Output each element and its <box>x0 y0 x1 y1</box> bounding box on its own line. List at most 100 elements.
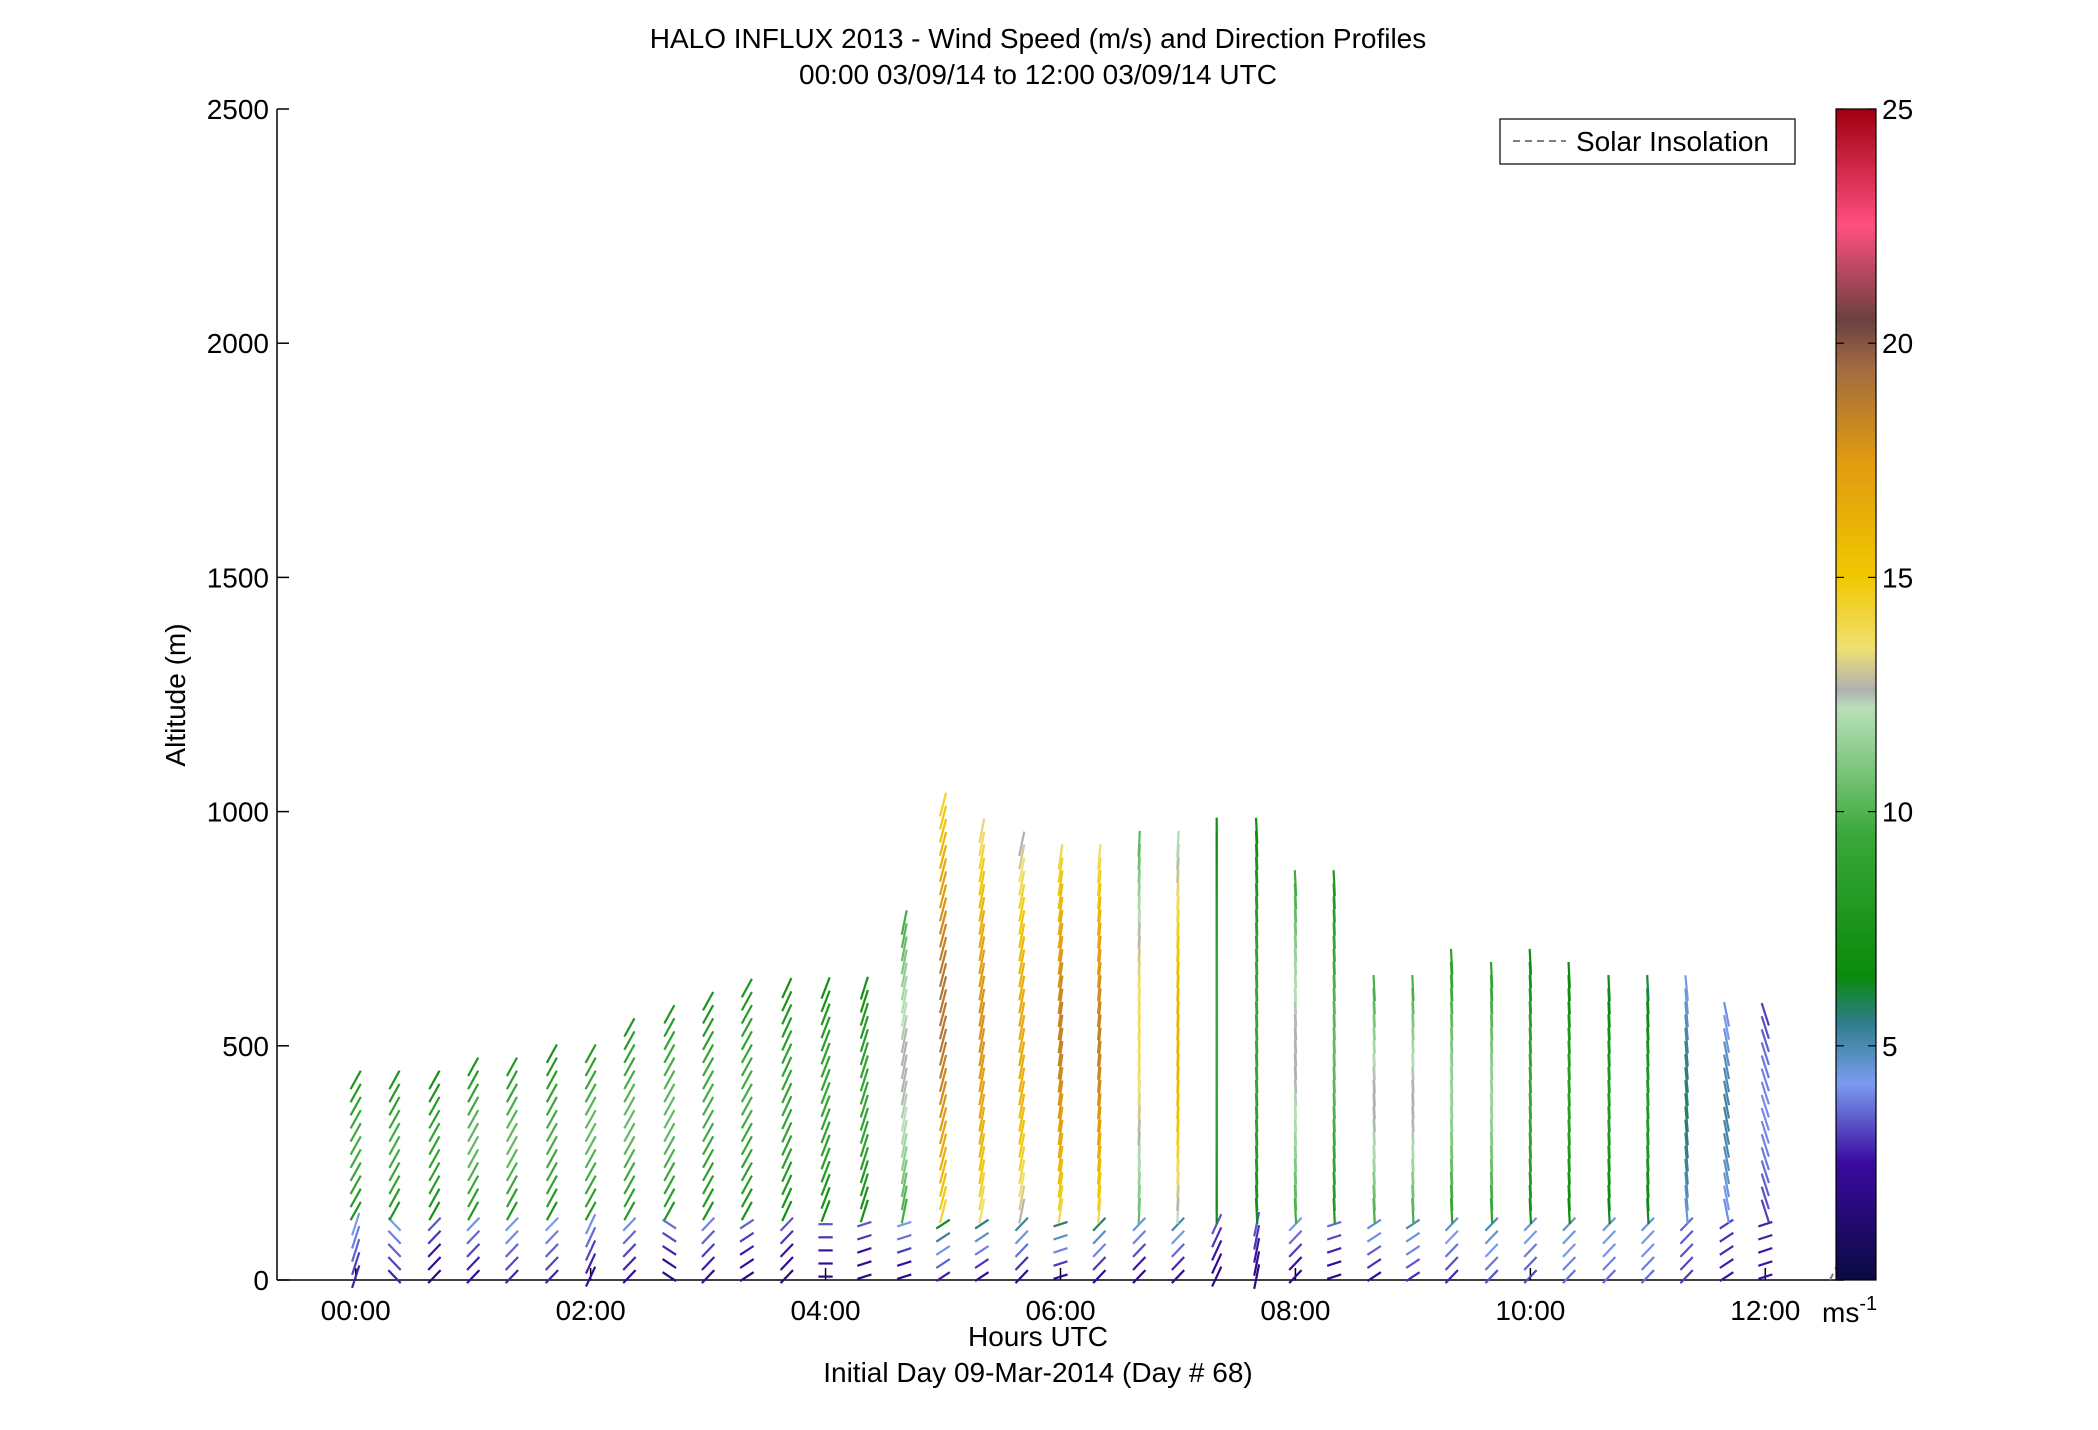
wind-barb <box>1366 1245 1382 1256</box>
y-tick-label: 1500 <box>207 562 269 593</box>
wind-barb <box>781 1095 793 1117</box>
y-tick-label: 0 <box>253 1265 269 1296</box>
wind-barb <box>938 1172 948 1197</box>
wind-barb <box>702 1004 715 1025</box>
wind-barb <box>1014 1216 1029 1232</box>
wind-barb <box>1684 1132 1689 1159</box>
wind-barb <box>467 1175 480 1195</box>
wind-barb <box>859 1081 869 1105</box>
wind-barb <box>663 1083 676 1103</box>
colorbar-unit-exponent: -1 <box>1859 1293 1877 1315</box>
wind-barb <box>505 1083 518 1103</box>
wind-barb <box>1018 1093 1026 1119</box>
wind-barb <box>820 1095 831 1118</box>
wind-barb <box>1723 1198 1731 1224</box>
wind-barb <box>820 1003 831 1026</box>
wind-barb <box>1684 1171 1689 1198</box>
wind-barb <box>1723 1067 1731 1093</box>
wind-barb <box>1014 1243 1029 1258</box>
wind-barb <box>584 1043 597 1064</box>
wind-barb <box>859 1094 869 1118</box>
wind-barb <box>900 1133 908 1158</box>
wind-barb <box>428 1070 441 1090</box>
wind-barb <box>387 1230 402 1245</box>
wind-barb <box>545 1161 558 1182</box>
wind-barb <box>740 1083 753 1103</box>
wind-barb <box>938 805 948 830</box>
wind-barb <box>1057 1014 1064 1041</box>
wind-barb <box>978 857 986 883</box>
wind-barb <box>859 1133 869 1158</box>
wind-barb <box>1096 1053 1102 1080</box>
wind-barb <box>740 1057 753 1077</box>
wind-barb <box>781 1030 793 1051</box>
wind-barb <box>1211 1266 1223 1288</box>
wind-barb <box>388 1135 401 1156</box>
wind-barb <box>428 1161 441 1182</box>
wind-barb <box>661 1258 677 1269</box>
wind-barb <box>585 1226 597 1248</box>
wind-barb <box>938 1067 948 1092</box>
wind-barb <box>1602 1216 1617 1232</box>
wind-barb <box>1684 1184 1689 1211</box>
wind-barb <box>584 1057 597 1077</box>
wind-barb <box>623 1161 636 1182</box>
wind-barb <box>505 1175 518 1195</box>
wind-barb <box>978 844 986 870</box>
wind-barb <box>467 1070 480 1090</box>
wind-barb <box>781 1187 793 1209</box>
wind-barb <box>1096 1080 1102 1106</box>
wind-barb <box>859 1068 869 1092</box>
wind-barb <box>1719 1271 1734 1283</box>
wind-barb <box>623 1070 636 1090</box>
wind-barb <box>938 1120 948 1145</box>
wind-barb <box>661 1245 677 1256</box>
wind-barb <box>938 923 948 948</box>
wind-barb <box>702 1030 715 1051</box>
wind-barb <box>856 1220 872 1228</box>
wind-barb <box>545 1188 558 1208</box>
wind-barb <box>1562 1230 1577 1245</box>
wind-barb <box>702 991 715 1011</box>
wind-barb <box>740 978 753 998</box>
wind-barb <box>1018 1054 1026 1080</box>
wind-barb <box>779 1216 794 1232</box>
wind-barb <box>1096 1145 1102 1172</box>
wind-barb <box>1096 909 1102 936</box>
wind-barb <box>505 1122 518 1143</box>
wind-barb <box>1366 1271 1382 1283</box>
wind-barb <box>820 1200 831 1223</box>
colorbar-fill <box>1835 108 1877 1281</box>
wind-barb <box>1444 1216 1459 1232</box>
x-axis-title: Hours UTC <box>968 1321 1108 1352</box>
wind-barb <box>1014 1230 1029 1245</box>
wind-barb <box>781 1108 793 1130</box>
wind-barb <box>1057 883 1064 909</box>
y-tick-label: 2500 <box>207 94 269 125</box>
wind-barb <box>349 1122 362 1143</box>
wind-barb <box>701 1243 716 1258</box>
wind-barb <box>1171 1230 1185 1245</box>
colorbar-unit: ms-1 <box>1822 1293 1877 1328</box>
wind-barb <box>1684 1158 1689 1185</box>
wind-barb <box>702 1083 715 1103</box>
wind-barb <box>1640 1216 1655 1232</box>
wind-barb <box>505 1109 518 1129</box>
wind-barb <box>623 1057 636 1077</box>
wind-barb <box>1405 1258 1421 1269</box>
wind-barb <box>545 1096 558 1116</box>
x-axis-subtitle: Initial Day 09-Mar-2014 (Day # 68) <box>823 1357 1253 1388</box>
wind-barb <box>1096 1106 1102 1133</box>
wind-barb <box>1723 1159 1731 1185</box>
y-axis-title: Altitude (m) <box>160 623 191 766</box>
wind-barb <box>1096 975 1102 1002</box>
wind-barb <box>820 1160 831 1183</box>
wind-barb <box>1602 1256 1617 1271</box>
wind-barb <box>938 1080 948 1106</box>
wind-barb <box>1528 948 1533 975</box>
wind-barb <box>544 1243 559 1258</box>
wind-barb <box>622 1256 637 1271</box>
wind-barb <box>1057 896 1064 923</box>
wind-barb <box>1723 1028 1731 1054</box>
wind-barb <box>1092 1269 1107 1284</box>
